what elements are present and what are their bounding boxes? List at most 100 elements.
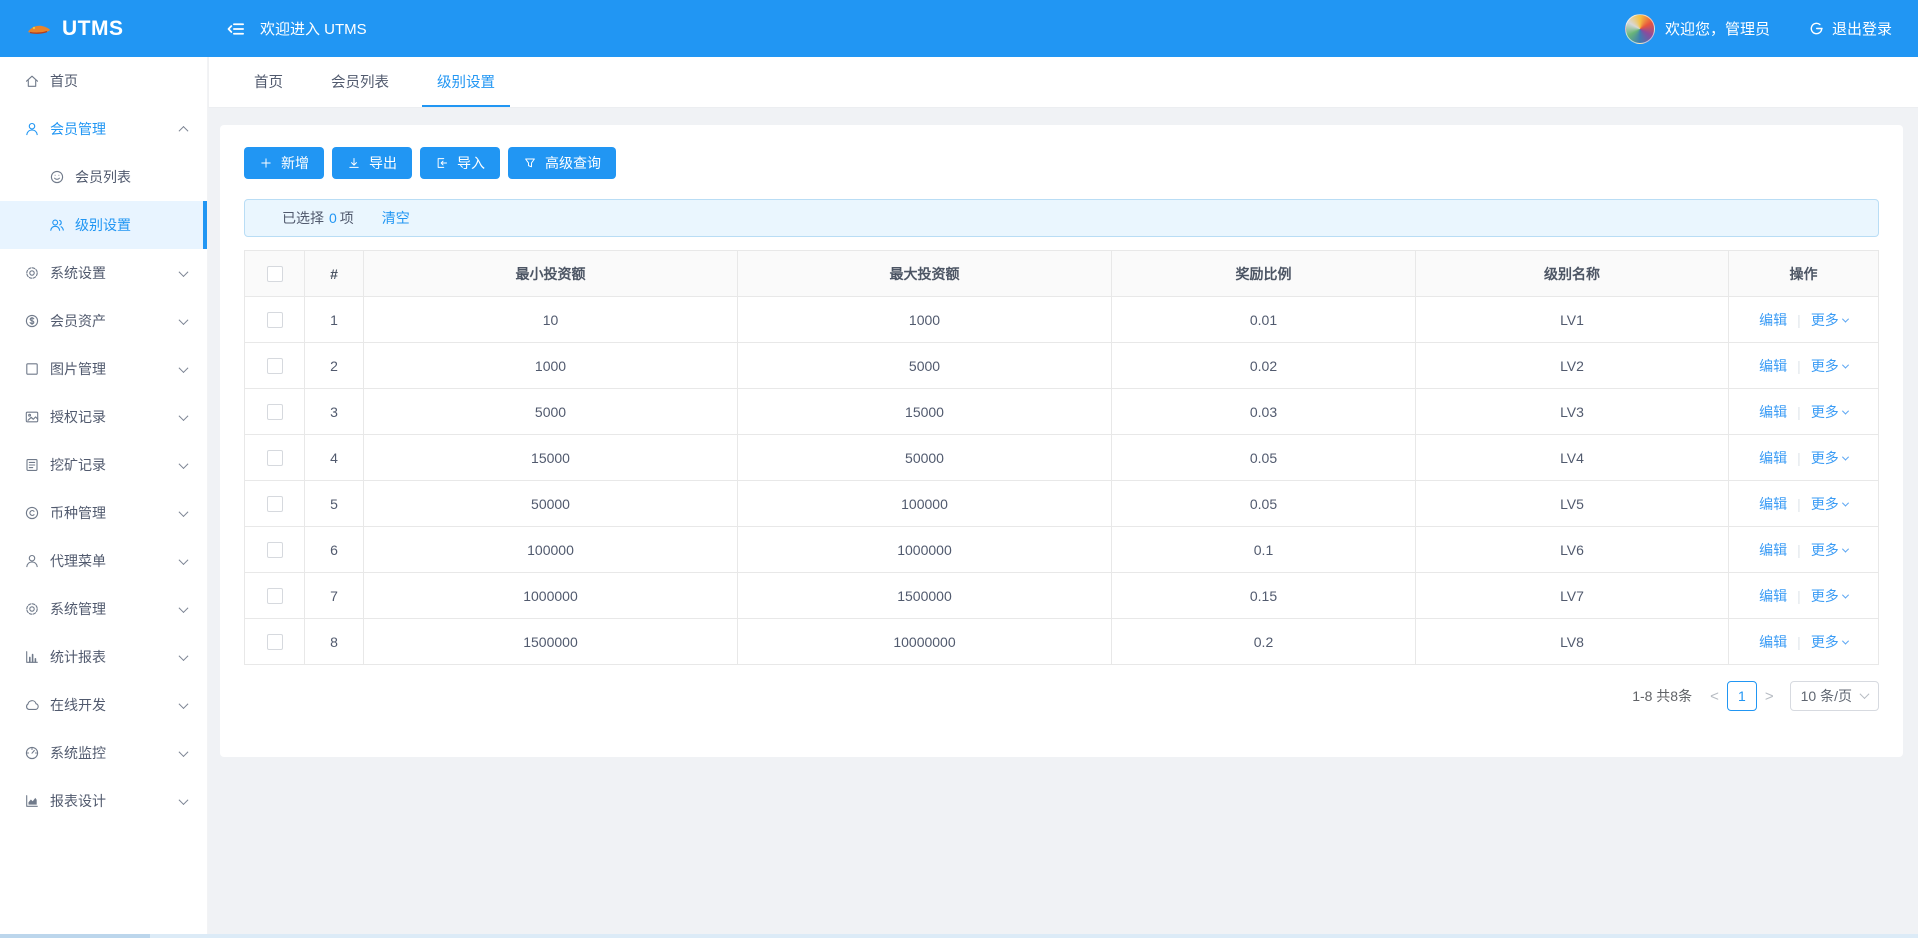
min-investment: 15000 [363,434,738,481]
chevron-down-icon [178,650,189,661]
level-name: LV6 [1415,526,1729,573]
current-page-button[interactable]: 1 [1726,681,1757,711]
row-checkbox[interactable] [266,634,283,651]
row-actions: 编辑 | 更多 [1728,434,1879,481]
sidebar-item-online-development[interactable]: 在线开发 [0,681,207,729]
chevron-up-icon [178,125,189,136]
sidebar-item-authorization-records[interactable]: 授权记录 [0,393,207,441]
level-name: LV2 [1415,342,1729,389]
row-checkbox[interactable] [266,542,283,559]
action-divider: | [1797,403,1801,420]
gauge-icon [24,745,40,761]
sidebar-item-agent-menu[interactable]: 代理菜单 [0,537,207,585]
cloud-icon [24,697,40,713]
horizontal-scrollbar[interactable] [0,934,1918,938]
more-link[interactable]: 更多 [1811,542,1849,558]
advanced-query-button[interactable]: 高级查询 [508,147,616,179]
sidebar-item-member-assets[interactable]: 会员资产 [0,297,207,345]
next-page-button[interactable]: > [1764,687,1774,705]
import-button[interactable]: 导入 [420,147,500,179]
column-header: 操作 [1728,250,1879,297]
smile-icon [49,169,65,185]
edit-link[interactable]: 编辑 [1759,449,1788,466]
more-link[interactable]: 更多 [1811,358,1849,374]
edit-link[interactable]: 编辑 [1759,403,1788,420]
sidebar: 首页 会员管理 会员列表级别设置系统设置会员资产图片管理授权记录挖矿记录币种管理代理… [0,57,208,938]
reward-ratio: 0.15 [1111,572,1416,619]
person-icon [24,553,40,569]
edit-link[interactable]: 编辑 [1759,633,1788,650]
row-checkbox[interactable] [266,358,283,375]
more-link[interactable]: 更多 [1811,404,1849,420]
row-checkbox[interactable] [266,496,283,513]
tab-member-list[interactable]: 会员列表 [331,74,389,91]
sidebar-item-report-design[interactable]: 报表设计 [0,777,207,825]
horizontal-scrollbar-thumb[interactable] [0,934,150,938]
edit-link[interactable]: 编辑 [1759,541,1788,558]
sidebar-item-system-monitor[interactable]: 系统监控 [0,729,207,777]
row-checkbox[interactable] [266,312,283,329]
min-investment: 1500000 [363,618,738,665]
more-link[interactable]: 更多 [1811,588,1849,604]
sidebar-item-label: 授权记录 [50,409,106,425]
max-investment: 15000 [737,388,1112,435]
sidebar-item-label: 报表设计 [50,793,106,809]
user-avatar[interactable] [1624,13,1655,44]
row-actions: 编辑 | 更多 [1728,572,1879,619]
sidebar-item-member-list[interactable]: 会员列表 [0,153,207,201]
max-investment: 50000 [737,434,1112,481]
export-button[interactable]: 导出 [332,147,412,179]
logout-button[interactable]: 退出登录 [1808,18,1892,39]
tab-home[interactable]: 首页 [254,74,283,91]
add-button[interactable]: 新增 [244,147,324,179]
row-index: 4 [304,434,364,481]
sidebar-collapse-icon[interactable] [226,19,246,39]
sidebar-item-member-management[interactable]: 会员管理 [0,105,207,153]
edit-link[interactable]: 编辑 [1759,311,1788,328]
level-name: LV5 [1415,480,1729,527]
table-row: 8 1500000 10000000 0.2 LV8 编辑 | 更多 [244,618,1879,665]
sidebar-item-image-management[interactable]: 图片管理 [0,345,207,393]
chevron-down-icon [1841,499,1849,507]
gear-icon [24,601,40,617]
sidebar-item-statistics-report[interactable]: 统计报表 [0,633,207,681]
more-link[interactable]: 更多 [1811,496,1849,512]
table-header-row: # 最小投资额 最大投资额 奖励比例 级别名称 操作 [244,250,1879,297]
sidebar-item-label: 币种管理 [50,505,106,521]
row-checkbox[interactable] [266,404,283,421]
edit-link[interactable]: 编辑 [1759,495,1788,512]
clear-selection-link[interactable]: 清空 [381,210,410,226]
sidebar-item-home[interactable]: 首页 [0,57,207,105]
sidebar-item-label: 级别设置 [75,217,131,233]
edit-link[interactable]: 编辑 [1759,587,1788,604]
main-content-card: 新增 导出 导入 高级查询 已选择 0 项 清空 # 最小投资额 最大投资额 奖励比例 级别名… [220,125,1903,757]
level-name: LV3 [1415,388,1729,435]
sidebar-item-label: 系统设置 [50,265,106,281]
page-size-select[interactable]: 10 条/页 [1789,681,1879,711]
edit-link[interactable]: 编辑 [1759,357,1788,374]
select-all-checkbox[interactable] [266,266,283,283]
row-index: 7 [304,572,364,619]
sidebar-item-label: 代理菜单 [50,553,106,569]
chevron-down-icon [1841,315,1849,323]
tab-level-settings[interactable]: 级别设置 [422,57,510,107]
more-link[interactable]: 更多 [1811,312,1849,328]
sidebar-item-mining-records[interactable]: 挖矿记录 [0,441,207,489]
chevron-down-icon [178,506,189,517]
prev-page-button[interactable]: < [1710,687,1719,705]
row-select-cell [244,526,305,573]
sidebar-menu: 首页 会员管理 会员列表级别设置系统设置会员资产图片管理授权记录挖矿记录币种管理代理… [0,57,207,825]
sidebar-item-level-settings[interactable]: 级别设置 [0,201,207,249]
row-checkbox[interactable] [266,588,283,605]
sidebar-item-label: 会员资产 [50,313,106,329]
breadcrumb-tabbar: 首页 会员列表 级别设置 [208,57,1918,108]
more-link[interactable]: 更多 [1811,450,1849,466]
more-link[interactable]: 更多 [1811,634,1849,650]
select-all-cell [244,250,305,297]
sidebar-item-system-settings[interactable]: 系统设置 [0,249,207,297]
row-checkbox[interactable] [266,450,283,467]
sidebar-item-system-management[interactable]: 系统管理 [0,585,207,633]
row-index: 6 [304,526,364,573]
chevron-down-icon [178,794,189,805]
sidebar-item-coin-management[interactable]: 币种管理 [0,489,207,537]
